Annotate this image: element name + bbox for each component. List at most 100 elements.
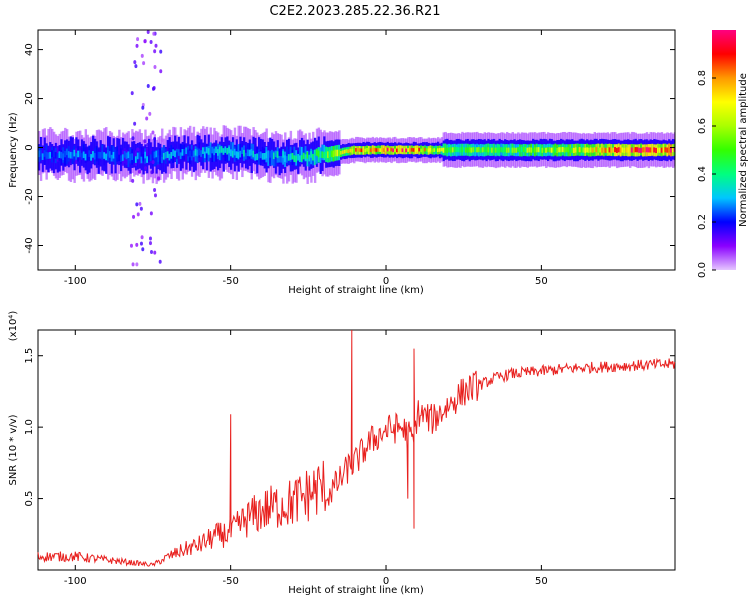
heatmap-cell xyxy=(457,147,460,153)
heatmap-cell xyxy=(136,152,140,160)
heatmap-cell xyxy=(524,146,528,153)
heatmap-cell xyxy=(442,147,445,153)
heatmap-cell xyxy=(403,147,406,152)
heatmap-cell xyxy=(116,151,119,158)
snr-y-ticks: 0.5 1.0 1.5 xyxy=(24,348,675,507)
heatmap-cell xyxy=(261,153,265,160)
heatmap-cell xyxy=(300,155,304,162)
heatmap-cell xyxy=(436,148,440,153)
heatmap-cell xyxy=(304,146,308,162)
heatmap-noise xyxy=(139,241,143,246)
heatmap-cell xyxy=(554,147,557,153)
heatmap-cell xyxy=(604,147,608,153)
heatmap-cell xyxy=(420,148,423,153)
heatmap-cell xyxy=(110,145,114,161)
heatmap-cell xyxy=(75,153,78,160)
heatmap-cell xyxy=(382,148,386,152)
heatmap-cell xyxy=(451,147,455,153)
heatmap-cell xyxy=(341,150,345,155)
heatmap-noise xyxy=(135,242,139,247)
heatmap-cell xyxy=(634,147,638,153)
heatmap-cell xyxy=(528,147,531,153)
heatmap-cell xyxy=(230,149,233,156)
heatmap-layer xyxy=(38,30,675,267)
heatmap-cell xyxy=(300,146,304,163)
heatmap-cell xyxy=(619,147,623,153)
heatmap-cell xyxy=(612,147,615,153)
heatmap-cell xyxy=(410,147,414,152)
heatmap-cell xyxy=(105,153,108,161)
heatmap-cell xyxy=(638,147,641,153)
heatmap-cell xyxy=(371,147,375,152)
heatmap-cell xyxy=(535,147,539,153)
heatmap-cell xyxy=(168,153,171,161)
colorbar-tick-label: 0.4 xyxy=(697,166,708,182)
heatmap-noise xyxy=(140,235,144,240)
heatmap-cell xyxy=(582,147,585,153)
heatmap-cell xyxy=(269,150,272,167)
heatmap-cell xyxy=(496,147,500,153)
heatmap-cell xyxy=(507,147,511,153)
heatmap-cell xyxy=(597,147,600,154)
heatmap-cell xyxy=(656,147,660,153)
heatmap-noise xyxy=(151,130,155,135)
heatmap-cell xyxy=(621,147,624,153)
heatmap-cell xyxy=(282,151,285,158)
snr-x-label: Height of straight line (km) xyxy=(288,585,424,596)
y-tick-label: -20 xyxy=(24,188,35,204)
heatmap-cell xyxy=(671,146,675,153)
heatmap-cell xyxy=(284,155,287,162)
heatmap-cell xyxy=(520,147,524,153)
heatmap-cell xyxy=(295,155,298,163)
heatmap-cell xyxy=(448,147,451,153)
heatmap-noise xyxy=(153,187,157,192)
heatmap-cell xyxy=(381,148,384,152)
heatmap-cell xyxy=(673,146,675,153)
heatmap-cell xyxy=(321,151,324,158)
heatmap-noise xyxy=(160,138,164,143)
heatmap-cell xyxy=(224,145,227,162)
heatmap-cell xyxy=(522,147,526,153)
heatmap-cell xyxy=(565,147,569,153)
heatmap-cell xyxy=(353,148,356,153)
heatmap-cell xyxy=(479,147,483,154)
colorbar-tick-label: 0.8 xyxy=(697,70,708,86)
heatmap-cell xyxy=(228,146,231,154)
heatmap-cell xyxy=(515,147,518,153)
heatmap-cell xyxy=(423,147,427,152)
heatmap-cell xyxy=(121,154,125,161)
heatmap-cell xyxy=(69,136,73,163)
y-tick-label: 1.5 xyxy=(24,348,35,364)
heatmap-cell xyxy=(58,151,61,158)
heatmap-cell xyxy=(200,150,203,157)
heatmap-cell xyxy=(444,147,447,153)
heatmap-cell xyxy=(459,147,462,153)
heatmap-cell xyxy=(297,153,300,161)
heatmap-noise xyxy=(141,247,145,252)
heatmap-cell xyxy=(79,150,82,158)
heatmap-cell xyxy=(280,156,283,163)
heatmap-cell xyxy=(623,147,626,153)
heatmap-cell xyxy=(99,151,102,159)
heatmap-cell xyxy=(118,146,121,162)
heatmap-cell xyxy=(274,150,278,158)
heatmap-noise xyxy=(133,60,137,65)
heatmap-cell xyxy=(133,156,136,164)
heatmap-cell xyxy=(222,148,225,155)
heatmap-cell xyxy=(422,148,425,153)
heatmap-cell xyxy=(280,147,283,163)
heatmap-cell xyxy=(93,152,97,160)
heatmap-cell xyxy=(192,150,196,158)
heatmap-cell xyxy=(477,146,481,153)
heatmap-cell xyxy=(589,147,593,153)
heatmap-cell xyxy=(532,147,535,153)
heatmap-cell xyxy=(190,149,194,157)
heatmap-cell xyxy=(265,151,268,159)
heatmap-cell xyxy=(416,147,419,152)
colorbar: 0.0 0.2 0.4 0.6 0.8 Normalized spectral ampl… xyxy=(697,30,749,278)
heatmap-cell xyxy=(587,147,591,153)
heatmap-cell xyxy=(246,149,250,157)
heatmap-cell xyxy=(142,146,145,162)
heatmap-cell xyxy=(431,148,434,153)
heatmap-cell xyxy=(625,147,628,153)
